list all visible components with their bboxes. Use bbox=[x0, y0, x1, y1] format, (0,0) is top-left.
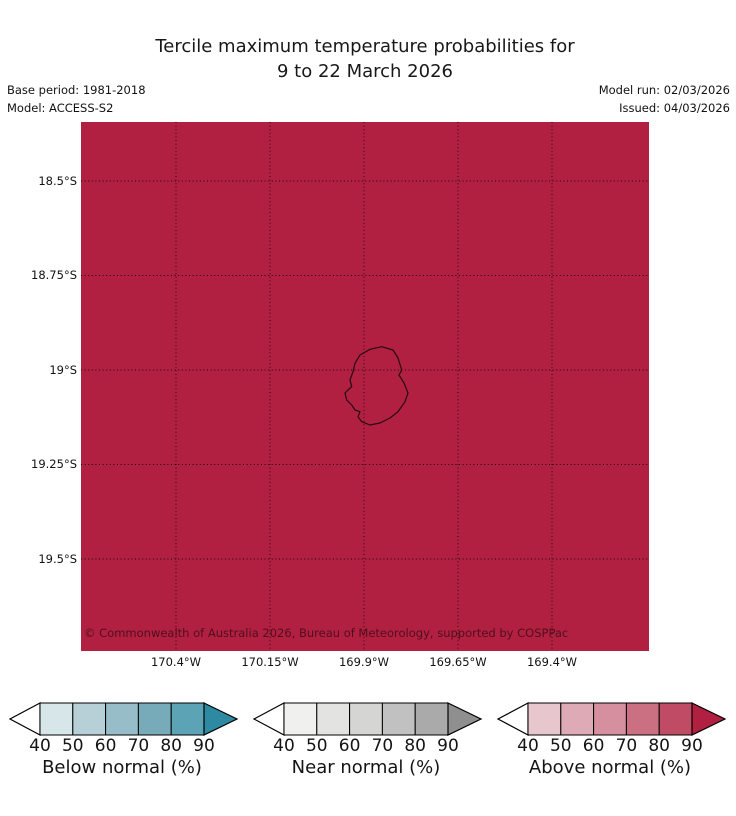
colorbar-tick: 70 bbox=[615, 736, 638, 756]
colorbar-tick: 70 bbox=[127, 736, 150, 756]
colorbar-segment bbox=[283, 702, 318, 736]
base-period-text: Base period: 1981-2018 bbox=[7, 83, 146, 97]
colorbar-near-normal bbox=[252, 702, 483, 736]
colorbar-left-arrow bbox=[252, 702, 285, 736]
colorbar-right-arrow bbox=[203, 702, 239, 736]
colorbar-left-arrow bbox=[496, 702, 529, 736]
y-tick-label: 19.25°S bbox=[31, 457, 77, 471]
issued-text: Issued: 04/03/2026 bbox=[619, 101, 730, 115]
y-tick-label: 18.75°S bbox=[31, 268, 77, 282]
model-run-text: Model run: 02/03/2026 bbox=[598, 83, 730, 97]
colorbar-tick: 90 bbox=[681, 736, 703, 756]
colorbar-tick: 40 bbox=[273, 736, 295, 756]
colorbar-segment bbox=[625, 702, 660, 736]
x-tick-label: 170.15°W bbox=[241, 655, 299, 669]
map-svg bbox=[81, 122, 649, 651]
map-background bbox=[81, 122, 649, 651]
colorbar-above-normal bbox=[496, 702, 727, 736]
colorbar-right-arrow bbox=[447, 702, 483, 736]
colorbar-segment bbox=[414, 702, 449, 736]
y-tick-label: 18.5°S bbox=[38, 174, 77, 188]
colorbar-segment bbox=[349, 702, 383, 736]
x-tick-label: 169.9°W bbox=[338, 655, 390, 669]
colorbar-segment bbox=[105, 702, 139, 736]
colorbar-segment bbox=[381, 702, 416, 736]
colorbar-tick: 90 bbox=[193, 736, 215, 756]
colorbar-tick: 80 bbox=[404, 736, 426, 756]
colorbar-segment bbox=[593, 702, 627, 736]
x-tick-label: 169.4°W bbox=[526, 655, 578, 669]
model-text: Model: ACCESS-S2 bbox=[7, 101, 114, 115]
colorbar-segment bbox=[316, 702, 351, 736]
colorbar-tick: 60 bbox=[582, 736, 605, 756]
x-tick-label: 170.4°W bbox=[150, 655, 202, 669]
colorbar-tick: 50 bbox=[305, 736, 328, 756]
colorbar-tick: 60 bbox=[94, 736, 117, 756]
x-tick-label: 169.65°W bbox=[429, 655, 487, 669]
colorbar-tick: 40 bbox=[517, 736, 539, 756]
colorbar-left-arrow bbox=[8, 702, 41, 736]
colorbar-tick: 50 bbox=[61, 736, 84, 756]
colorbar-below-normal bbox=[8, 702, 239, 736]
colorbar-title-near: Near normal (%) bbox=[291, 757, 441, 778]
island-outline bbox=[344, 346, 409, 426]
page-title-line1: Tercile maximum temperature probabilitie… bbox=[155, 36, 575, 57]
y-tick-label: 19°S bbox=[49, 363, 77, 377]
colorbar-title-below: Below normal (%) bbox=[42, 757, 202, 778]
colorbar-segment bbox=[658, 702, 693, 736]
copyright-text: © Commonwealth of Australia 2026, Bureau… bbox=[84, 626, 569, 640]
colorbar-segment bbox=[170, 702, 205, 736]
page-title-line2: 9 to 22 March 2026 bbox=[277, 61, 453, 82]
map bbox=[81, 122, 649, 651]
colorbar-tick: 50 bbox=[549, 736, 572, 756]
colorbar-segment bbox=[527, 702, 562, 736]
colorbar-tick: 90 bbox=[437, 736, 459, 756]
colorbar-tick: 70 bbox=[371, 736, 394, 756]
colorbar-segment bbox=[137, 702, 172, 736]
colorbar-segment bbox=[39, 702, 74, 736]
colorbar-segment bbox=[560, 702, 595, 736]
colorbar-tick: 80 bbox=[648, 736, 670, 756]
colorbar-segment bbox=[72, 702, 107, 736]
colorbar-tick: 60 bbox=[338, 736, 361, 756]
colorbar-right-arrow bbox=[691, 702, 727, 736]
colorbar-tick: 80 bbox=[160, 736, 182, 756]
colorbar-title-above: Above normal (%) bbox=[528, 757, 692, 778]
y-tick-label: 19.5°S bbox=[38, 552, 77, 566]
colorbar-tick: 40 bbox=[29, 736, 51, 756]
